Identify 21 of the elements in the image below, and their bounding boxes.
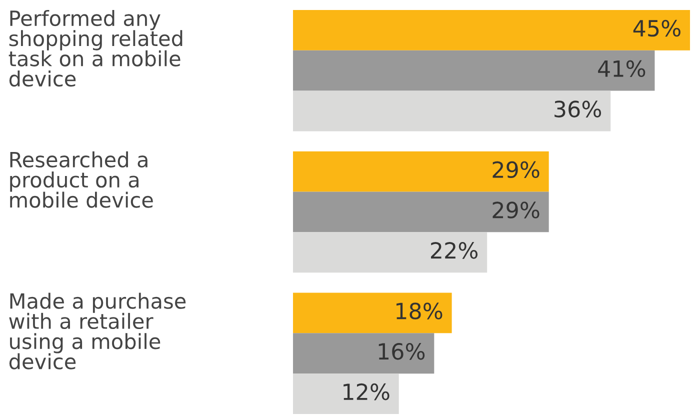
y-tick-label: Researched a product on a mobile device <box>10 151 153 208</box>
data-label: 36% <box>554 100 602 118</box>
data-label: 16% <box>378 343 425 360</box>
bar <box>293 50 655 91</box>
bar <box>293 232 488 273</box>
data-label: 29% <box>492 202 540 218</box>
data-label: 41% <box>598 60 646 78</box>
y-tick-label: Made a purchase with a retailer using a mobile device <box>9 292 186 370</box>
y-tick-label: Performed any shopping related task on a mobile device <box>8 10 182 87</box>
data-label: 22% <box>430 242 478 259</box>
bar <box>293 10 690 50</box>
bar <box>293 292 452 334</box>
bar <box>293 90 611 132</box>
bar <box>293 374 399 414</box>
data-label: 45% <box>633 20 680 37</box>
bar <box>293 333 434 374</box>
bar <box>293 192 549 232</box>
data-label: 12% <box>344 383 390 400</box>
data-label: 18% <box>396 302 442 320</box>
bar <box>293 151 549 192</box>
data-label: 29% <box>492 161 540 178</box>
